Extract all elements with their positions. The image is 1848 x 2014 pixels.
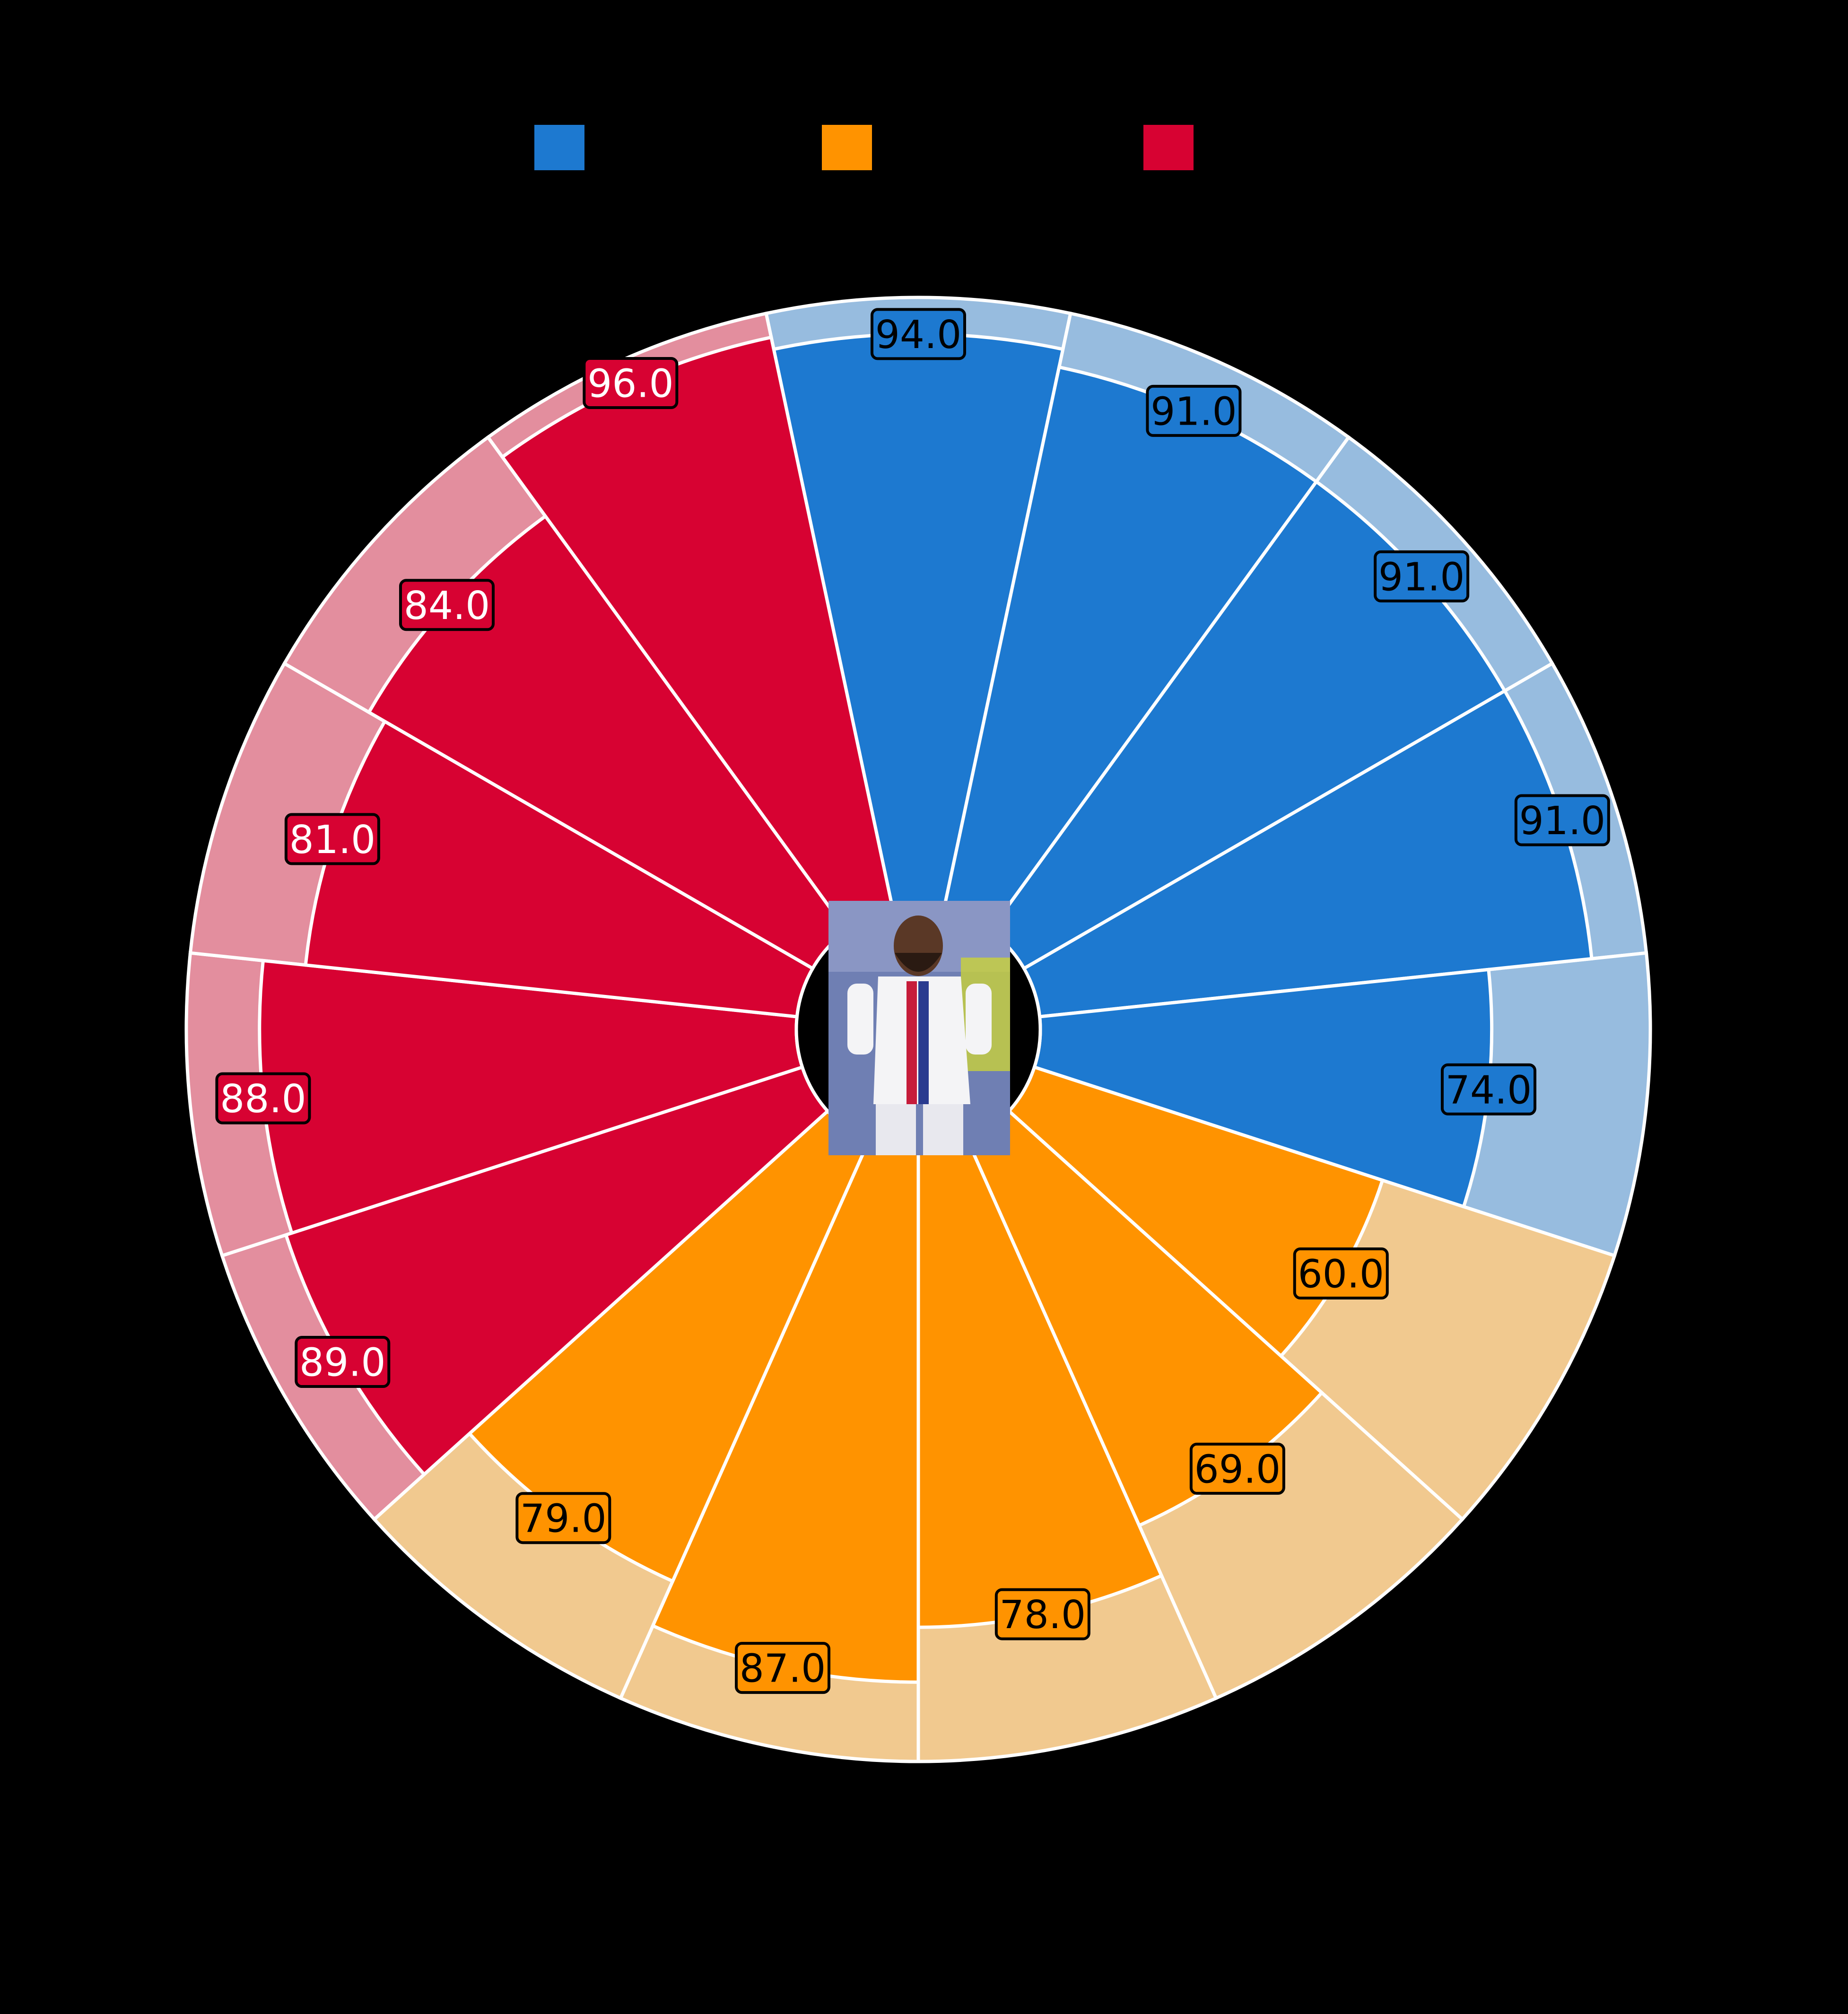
value-label-1: 94.0 <box>875 313 962 357</box>
center <box>794 901 1042 1155</box>
value-label-13: 81.0 <box>289 818 376 863</box>
value-label-box-13 <box>284 813 380 865</box>
value-label-6: 60.0 <box>1298 1252 1384 1297</box>
photo-arm-left <box>847 984 873 1055</box>
value-label-4: 91.0 <box>1519 799 1606 844</box>
value-labels: 94.0 91.0 91.0 91.0 74.0 60.0 69.0 78.0 87.0 79.0… <box>215 308 1610 1694</box>
legend-swatch-3 <box>1143 125 1194 170</box>
value-label-box-10 <box>515 1492 611 1544</box>
value-label-box-7 <box>1189 1442 1285 1495</box>
value-label-8: 78.0 <box>1000 1593 1086 1638</box>
value-label-box-6 <box>1293 1247 1389 1299</box>
value-label-box-5 <box>1440 1063 1536 1116</box>
photo-arm-right <box>966 984 992 1055</box>
value-label-box-12 <box>215 1072 311 1125</box>
value-label-box-8 <box>994 1588 1090 1640</box>
value-label-3: 91.0 <box>1378 555 1465 600</box>
value-label-2: 91.0 <box>1151 389 1237 434</box>
photo-shirt-stripe-red <box>907 981 917 1104</box>
value-label-5: 74.0 <box>1446 1068 1532 1113</box>
value-label-7: 69.0 <box>1194 1447 1281 1492</box>
player-photo <box>828 901 1010 1155</box>
photo-leg-right <box>923 1104 963 1155</box>
value-label-box-2 <box>1146 384 1242 437</box>
legend-swatch-1 <box>534 125 584 170</box>
photo-shirt-stripe-blue <box>918 981 929 1104</box>
value-label-box-1 <box>871 308 966 360</box>
slices <box>258 332 1594 1684</box>
value-label-12: 88.0 <box>220 1077 306 1122</box>
value-label-box-9 <box>735 1642 831 1694</box>
value-label-14: 84.0 <box>404 584 490 628</box>
value-label-box-3 <box>1374 550 1470 602</box>
value-label-11: 89.0 <box>299 1341 386 1386</box>
value-label-box-4 <box>1514 794 1610 846</box>
value-label-box-11 <box>295 1336 391 1388</box>
legend-swatch-2 <box>822 125 872 170</box>
value-label-10: 79.0 <box>520 1497 607 1542</box>
value-label-9: 87.0 <box>740 1647 826 1691</box>
value-label-box-14 <box>399 579 495 631</box>
legend <box>534 125 1194 170</box>
photo-beard <box>895 953 942 972</box>
value-label-box-15 <box>583 357 679 409</box>
value-label-15: 96.0 <box>587 361 674 406</box>
photo-leg-left <box>876 1104 916 1155</box>
